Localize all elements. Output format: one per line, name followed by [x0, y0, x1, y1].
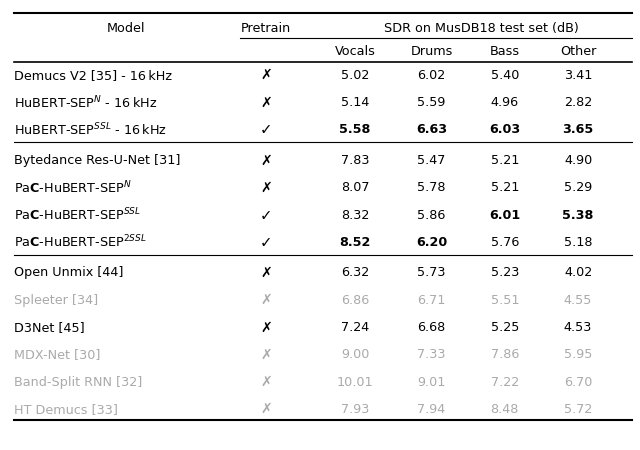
- Text: 8.32: 8.32: [341, 208, 369, 221]
- Text: MDX-Net [30]: MDX-Net [30]: [14, 348, 100, 361]
- Text: D3Net [45]: D3Net [45]: [14, 321, 84, 334]
- Text: 5.29: 5.29: [564, 181, 592, 194]
- Text: 5.21: 5.21: [491, 181, 519, 194]
- Text: Other: Other: [560, 45, 596, 58]
- Text: 8.48: 8.48: [491, 403, 519, 416]
- Text: 5.40: 5.40: [491, 69, 519, 82]
- Text: ✓: ✓: [260, 235, 272, 250]
- Text: 8.07: 8.07: [340, 181, 369, 194]
- Text: Vocals: Vocals: [335, 45, 376, 58]
- Text: 5.25: 5.25: [491, 321, 519, 334]
- Text: 6.63: 6.63: [416, 123, 447, 136]
- Text: Open Unmix [44]: Open Unmix [44]: [14, 266, 124, 279]
- Text: ✓: ✓: [260, 207, 272, 223]
- Text: 2.82: 2.82: [564, 96, 592, 109]
- Text: 5.38: 5.38: [563, 208, 594, 221]
- Text: 4.53: 4.53: [564, 321, 592, 334]
- Text: 10.01: 10.01: [337, 375, 373, 388]
- Text: 5.14: 5.14: [341, 96, 369, 109]
- Text: 5.73: 5.73: [417, 266, 446, 279]
- Text: 7.33: 7.33: [417, 348, 446, 361]
- Text: 6.71: 6.71: [417, 294, 445, 306]
- Text: 5.47: 5.47: [417, 154, 445, 167]
- Text: ✗: ✗: [260, 348, 272, 362]
- Text: 7.93: 7.93: [341, 403, 369, 416]
- Text: 5.95: 5.95: [564, 348, 592, 361]
- Text: 5.02: 5.02: [341, 69, 369, 82]
- Text: 7.24: 7.24: [341, 321, 369, 334]
- Text: 4.96: 4.96: [491, 96, 519, 109]
- Text: HT Demucs [33]: HT Demucs [33]: [14, 403, 118, 416]
- Text: Demucs V2 [35] - 16 kHz: Demucs V2 [35] - 16 kHz: [14, 69, 172, 82]
- Text: ✗: ✗: [260, 375, 272, 389]
- Text: 4.90: 4.90: [564, 154, 592, 167]
- Text: 3.41: 3.41: [564, 69, 592, 82]
- Text: 6.03: 6.03: [489, 123, 520, 136]
- Text: 6.02: 6.02: [417, 69, 445, 82]
- Text: ✗: ✗: [260, 153, 272, 167]
- Text: 5.58: 5.58: [339, 123, 371, 136]
- Text: 7.22: 7.22: [491, 375, 519, 388]
- Text: Model: Model: [106, 22, 145, 35]
- Text: 6.86: 6.86: [341, 294, 369, 306]
- Text: 6.70: 6.70: [564, 375, 592, 388]
- Text: 5.59: 5.59: [417, 96, 445, 109]
- Text: Pa$\mathbf{C}$-HuBERT-SEP$^{SSL}$: Pa$\mathbf{C}$-HuBERT-SEP$^{SSL}$: [14, 207, 141, 223]
- Text: 9.01: 9.01: [417, 375, 445, 388]
- Text: 7.86: 7.86: [491, 348, 519, 361]
- Text: 5.78: 5.78: [417, 181, 446, 194]
- Text: HuBERT-SEP$^{N}$ - 16 kHz: HuBERT-SEP$^{N}$ - 16 kHz: [14, 94, 157, 111]
- Text: Pa$\mathbf{C}$-HuBERT-SEP$^{2SSL}$: Pa$\mathbf{C}$-HuBERT-SEP$^{2SSL}$: [14, 234, 147, 251]
- Text: Drums: Drums: [410, 45, 452, 58]
- Text: 4.02: 4.02: [564, 266, 592, 279]
- Text: 7.83: 7.83: [340, 154, 369, 167]
- Text: Pretrain: Pretrain: [241, 22, 291, 35]
- Text: Band-Split RNN [32]: Band-Split RNN [32]: [14, 375, 142, 388]
- Text: HuBERT-SEP$^{SSL}$ - 16 kHz: HuBERT-SEP$^{SSL}$ - 16 kHz: [14, 122, 167, 138]
- Text: 5.72: 5.72: [564, 403, 592, 416]
- Text: ✗: ✗: [260, 320, 272, 334]
- Text: 5.51: 5.51: [490, 294, 519, 306]
- Text: ✗: ✗: [260, 266, 272, 280]
- Text: ✗: ✗: [260, 96, 272, 110]
- Text: ✗: ✗: [260, 181, 272, 195]
- Text: 7.94: 7.94: [417, 403, 445, 416]
- Text: Bass: Bass: [490, 45, 520, 58]
- Text: 5.86: 5.86: [417, 208, 445, 221]
- Text: 3.65: 3.65: [563, 123, 594, 136]
- Text: 8.52: 8.52: [339, 236, 371, 249]
- Text: ✓: ✓: [260, 122, 272, 137]
- Text: 5.21: 5.21: [491, 154, 519, 167]
- Text: Pa$\mathbf{C}$-HuBERT-SEP$^{N}$: Pa$\mathbf{C}$-HuBERT-SEP$^{N}$: [14, 180, 132, 196]
- Text: Bytedance Res-U-Net [31]: Bytedance Res-U-Net [31]: [14, 154, 180, 167]
- Text: 5.18: 5.18: [564, 236, 593, 249]
- Text: 4.55: 4.55: [564, 294, 592, 306]
- Text: 9.00: 9.00: [341, 348, 369, 361]
- Text: ✗: ✗: [260, 68, 272, 82]
- Text: 6.01: 6.01: [489, 208, 520, 221]
- Text: SDR on MusDB18 test set (dB): SDR on MusDB18 test set (dB): [383, 22, 579, 35]
- Text: 5.23: 5.23: [491, 266, 519, 279]
- Text: 6.32: 6.32: [341, 266, 369, 279]
- Text: Spleeter [34]: Spleeter [34]: [14, 294, 99, 306]
- Text: ✗: ✗: [260, 293, 272, 307]
- Text: ✗: ✗: [260, 402, 272, 416]
- Text: 5.76: 5.76: [491, 236, 519, 249]
- Text: 6.68: 6.68: [417, 321, 445, 334]
- Text: 6.20: 6.20: [416, 236, 447, 249]
